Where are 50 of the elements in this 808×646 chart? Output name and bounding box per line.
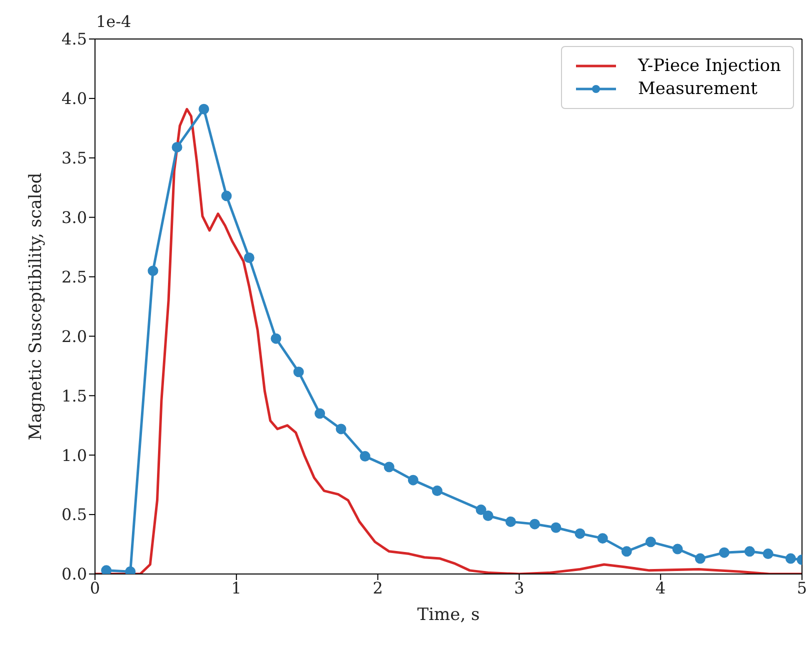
point <box>172 142 182 152</box>
y-tick-label: 0.0 <box>62 564 87 584</box>
point <box>645 536 656 548</box>
x-tick-label: 4 <box>656 578 666 598</box>
point <box>432 486 442 496</box>
point <box>482 510 494 521</box>
y-tick-label: 1.5 <box>62 386 87 406</box>
y-tick-label: 4.5 <box>62 30 87 49</box>
legend-label: Y-Piece Injection <box>638 56 781 76</box>
y-tick-label: 2.5 <box>62 267 87 286</box>
y-tick-label: 3.0 <box>62 208 87 228</box>
x-tick-label: 2 <box>372 578 383 598</box>
y-tick-label: 3.5 <box>62 148 87 168</box>
point <box>198 104 210 114</box>
x-tick-label: 1 <box>231 578 242 598</box>
point <box>314 408 326 419</box>
point <box>293 366 304 378</box>
y-tick-label: 0.5 <box>62 505 87 524</box>
point <box>476 504 486 516</box>
y-tick-label: 2.0 <box>62 326 87 346</box>
point <box>336 424 346 434</box>
point <box>550 522 562 533</box>
y-tick-label: 1.0 <box>62 446 87 465</box>
point <box>101 565 112 574</box>
text: 1e-4 <box>96 12 132 31</box>
point <box>785 553 796 564</box>
point <box>744 546 755 557</box>
y-axis-title: Magnetic Susceptibility, scaled <box>26 172 46 440</box>
point <box>148 266 158 276</box>
x-axis-title: Time, s <box>417 605 480 625</box>
point <box>694 553 706 564</box>
point <box>384 462 394 472</box>
point <box>718 547 730 558</box>
point <box>597 533 608 544</box>
x-tick-label: 0 <box>90 578 100 598</box>
point <box>672 544 683 554</box>
point <box>408 474 418 486</box>
point <box>505 516 516 527</box>
x-tick-label: 3 <box>514 578 524 598</box>
point <box>574 528 586 539</box>
y-tick-label: 4.0 <box>62 89 87 108</box>
x-tick-label: 5 <box>796 578 808 598</box>
point <box>360 451 370 462</box>
legend-label: Measurement <box>638 79 758 99</box>
point <box>244 252 254 264</box>
point <box>270 333 282 344</box>
point <box>530 518 540 530</box>
point <box>762 548 774 560</box>
point <box>621 546 632 557</box>
point <box>221 190 232 202</box>
